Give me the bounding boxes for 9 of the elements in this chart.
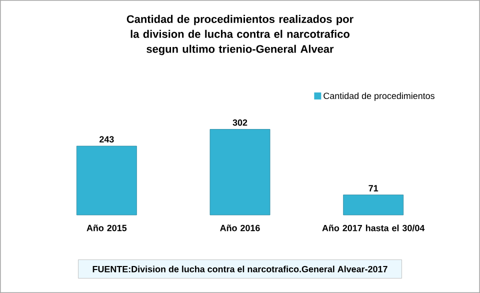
chart-title: Cantidad de procedimientos realizados por la division de lucha contra el narcotrafico segun ultimo trienio-General Alvear — [126, 14, 354, 56]
x-tick-label: Año 2016 — [220, 224, 260, 232]
data-label: 71 — [368, 185, 378, 192]
data-label: 243 — [100, 136, 114, 143]
source-note: FUENTE:Division de lucha contra el narcotrafico.General Alvear-2017 — [92, 266, 388, 272]
legend-label: Cantidad de procedimientos — [324, 92, 434, 101]
x-tick-label: Año 2017 hasta el 30/04 — [322, 224, 425, 232]
data-label: 302 — [232, 119, 248, 126]
x-tick-label: Año 2015 — [86, 224, 127, 232]
